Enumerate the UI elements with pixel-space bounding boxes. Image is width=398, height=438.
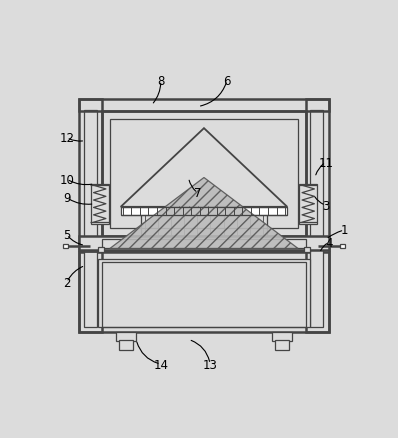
Text: 2: 2 (63, 276, 70, 289)
Bar (91, 184, 109, 224)
Text: 3: 3 (322, 199, 330, 212)
Bar (275, 341, 289, 350)
Bar (116, 332, 136, 341)
Polygon shape (110, 178, 298, 249)
Text: 8: 8 (157, 75, 164, 88)
Text: 14: 14 (153, 358, 168, 371)
Text: 10: 10 (59, 173, 74, 186)
Text: 12: 12 (59, 131, 74, 145)
Text: 6: 6 (223, 75, 231, 88)
Bar (299, 184, 317, 224)
Bar (79, 252, 329, 332)
Bar (119, 341, 133, 350)
Bar (84, 110, 97, 327)
Bar (121, 207, 287, 215)
Text: 11: 11 (318, 156, 333, 169)
Bar (79, 99, 102, 332)
Bar (102, 263, 306, 327)
Bar (79, 237, 329, 251)
Bar (79, 99, 329, 112)
Bar (102, 112, 306, 237)
Text: 5: 5 (63, 229, 70, 241)
Bar (110, 120, 298, 229)
Text: 1: 1 (341, 224, 348, 237)
Bar (310, 110, 323, 327)
Text: 9: 9 (63, 191, 70, 205)
Bar (340, 244, 345, 249)
Bar (102, 239, 306, 249)
Bar (98, 247, 104, 252)
Bar (98, 260, 310, 327)
Text: 4: 4 (325, 236, 333, 249)
Bar (272, 332, 292, 341)
Bar (304, 247, 310, 252)
Bar (306, 99, 329, 332)
Text: 13: 13 (203, 358, 218, 371)
Text: 7: 7 (194, 187, 201, 200)
Bar (63, 244, 68, 249)
